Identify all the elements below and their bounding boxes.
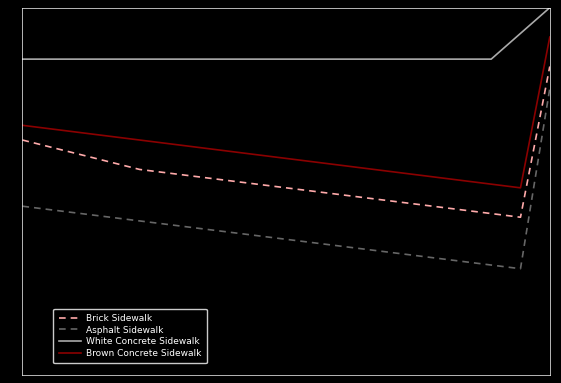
White Concrete Sidewalk	[195, 57, 201, 61]
Brick Sidewalk	[48, 145, 55, 150]
Brick Sidewalk	[341, 193, 348, 198]
Line: Brick Sidewalk: Brick Sidewalk	[22, 67, 550, 217]
Brick Sidewalk	[458, 208, 465, 212]
Asphalt Sidewalk	[371, 248, 378, 253]
Brick Sidewalk	[517, 215, 524, 219]
Brown Concrete Sidewalk	[429, 175, 436, 179]
Asphalt Sidewalk	[19, 204, 26, 208]
Brown Concrete Sidewalk	[517, 185, 524, 190]
White Concrete Sidewalk	[400, 57, 407, 61]
Brown Concrete Sidewalk	[107, 134, 114, 139]
Brown Concrete Sidewalk	[371, 167, 378, 172]
Brown Concrete Sidewalk	[254, 152, 260, 157]
Asphalt Sidewalk	[195, 226, 201, 231]
Brick Sidewalk	[312, 189, 319, 194]
Brick Sidewalk	[546, 64, 553, 69]
Brown Concrete Sidewalk	[195, 145, 201, 150]
White Concrete Sidewalk	[517, 31, 524, 36]
Brown Concrete Sidewalk	[165, 141, 172, 146]
Asphalt Sidewalk	[165, 222, 172, 227]
Line: White Concrete Sidewalk: White Concrete Sidewalk	[22, 8, 550, 59]
Asphalt Sidewalk	[48, 208, 55, 212]
Brown Concrete Sidewalk	[400, 171, 407, 175]
Asphalt Sidewalk	[517, 267, 524, 271]
White Concrete Sidewalk	[488, 57, 495, 61]
Brick Sidewalk	[195, 175, 201, 179]
Brick Sidewalk	[19, 138, 26, 142]
Brick Sidewalk	[429, 204, 436, 208]
Line: Asphalt Sidewalk: Asphalt Sidewalk	[22, 88, 550, 269]
White Concrete Sidewalk	[283, 57, 289, 61]
Brown Concrete Sidewalk	[77, 130, 84, 135]
White Concrete Sidewalk	[136, 57, 143, 61]
Brick Sidewalk	[371, 196, 378, 201]
Asphalt Sidewalk	[254, 233, 260, 238]
Brick Sidewalk	[136, 167, 143, 172]
Asphalt Sidewalk	[546, 86, 553, 91]
Asphalt Sidewalk	[341, 244, 348, 249]
Brick Sidewalk	[488, 211, 495, 216]
Brick Sidewalk	[254, 182, 260, 187]
Asphalt Sidewalk	[312, 241, 319, 245]
White Concrete Sidewalk	[165, 57, 172, 61]
Brown Concrete Sidewalk	[224, 149, 231, 153]
Asphalt Sidewalk	[283, 237, 289, 242]
Brick Sidewalk	[283, 185, 289, 190]
White Concrete Sidewalk	[546, 5, 553, 10]
Brick Sidewalk	[165, 171, 172, 175]
Brown Concrete Sidewalk	[341, 164, 348, 168]
Brown Concrete Sidewalk	[48, 127, 55, 131]
Asphalt Sidewalk	[400, 252, 407, 256]
White Concrete Sidewalk	[371, 57, 378, 61]
Asphalt Sidewalk	[136, 219, 143, 223]
Brick Sidewalk	[77, 152, 84, 157]
Legend: Brick Sidewalk, Asphalt Sidewalk, White Concrete Sidewalk, Brown Concrete Sidewa: Brick Sidewalk, Asphalt Sidewalk, White …	[53, 309, 206, 363]
Brown Concrete Sidewalk	[19, 123, 26, 128]
White Concrete Sidewalk	[458, 57, 465, 61]
Brown Concrete Sidewalk	[546, 35, 553, 39]
Asphalt Sidewalk	[77, 211, 84, 216]
Brown Concrete Sidewalk	[312, 160, 319, 164]
White Concrete Sidewalk	[312, 57, 319, 61]
White Concrete Sidewalk	[19, 57, 26, 61]
Brick Sidewalk	[224, 178, 231, 183]
Brown Concrete Sidewalk	[283, 156, 289, 161]
White Concrete Sidewalk	[48, 57, 55, 61]
Line: Brown Concrete Sidewalk: Brown Concrete Sidewalk	[22, 37, 550, 188]
Brick Sidewalk	[400, 200, 407, 205]
White Concrete Sidewalk	[77, 57, 84, 61]
Asphalt Sidewalk	[488, 263, 495, 267]
Brown Concrete Sidewalk	[458, 178, 465, 183]
Asphalt Sidewalk	[107, 215, 114, 219]
White Concrete Sidewalk	[107, 57, 114, 61]
Brown Concrete Sidewalk	[488, 182, 495, 187]
Asphalt Sidewalk	[458, 259, 465, 264]
Brown Concrete Sidewalk	[136, 138, 143, 142]
Asphalt Sidewalk	[429, 255, 436, 260]
White Concrete Sidewalk	[254, 57, 260, 61]
Asphalt Sidewalk	[224, 230, 231, 234]
White Concrete Sidewalk	[429, 57, 436, 61]
White Concrete Sidewalk	[224, 57, 231, 61]
White Concrete Sidewalk	[341, 57, 348, 61]
Brick Sidewalk	[107, 160, 114, 164]
